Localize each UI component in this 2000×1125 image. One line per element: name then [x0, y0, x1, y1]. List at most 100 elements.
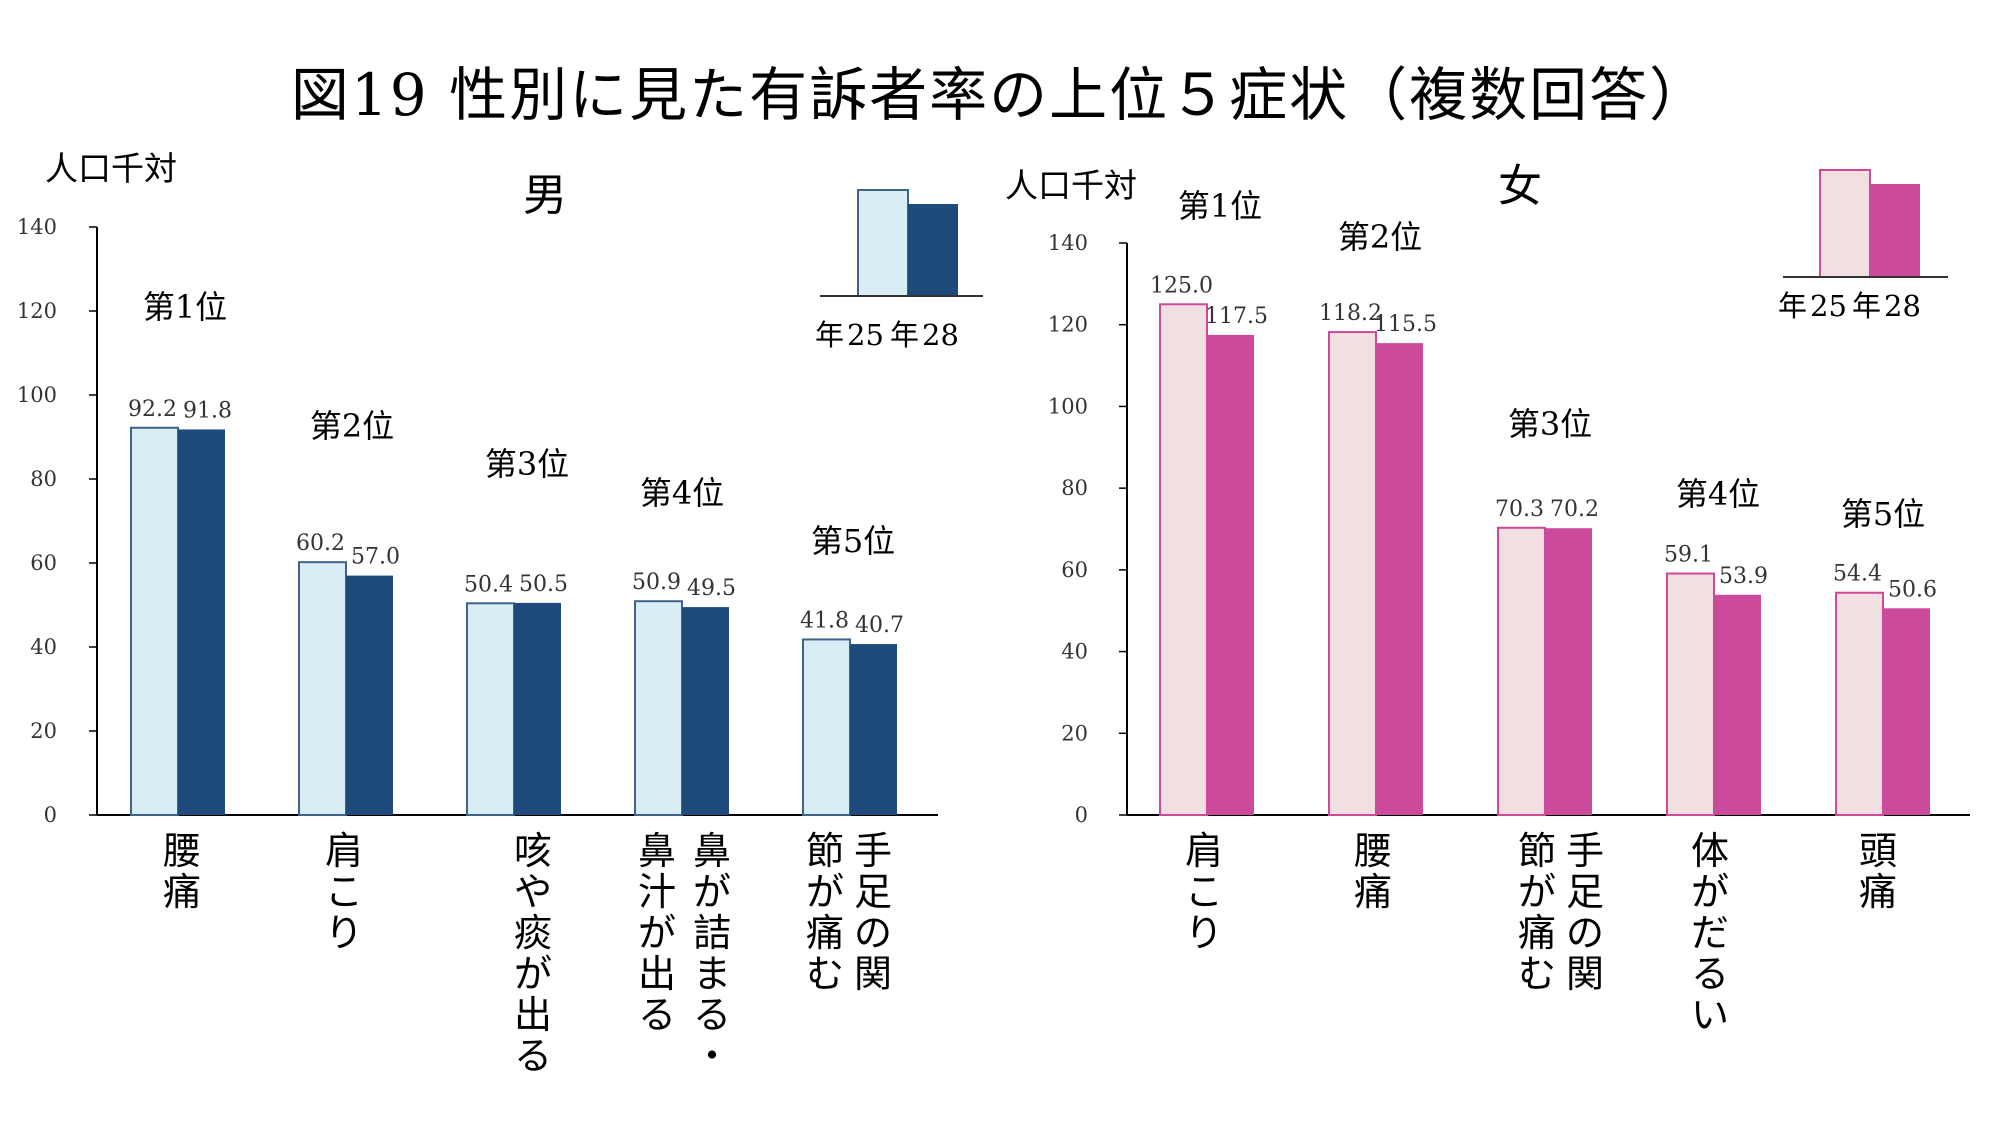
- male-value-label: 57.0: [351, 545, 400, 570]
- female-y-tick-label: 40: [1061, 640, 1088, 664]
- female-rank-label: 第5位: [1841, 495, 1925, 533]
- female-category-char: 足: [1566, 870, 1604, 914]
- male-category-char: 肩: [325, 829, 363, 873]
- female-y-tick-label: 0: [1075, 803, 1088, 827]
- male-category-char: る: [693, 993, 731, 1037]
- female-category-char: が: [1691, 870, 1729, 914]
- male-category-char: が: [638, 911, 676, 955]
- male-bar-2016: [850, 644, 897, 815]
- male-category-char: 咳: [514, 829, 552, 873]
- male-category-char: が: [514, 952, 552, 996]
- male-value-label: 50.9: [632, 570, 681, 595]
- female-category-char: 体: [1691, 829, 1729, 873]
- female-y-tick-label: 20: [1061, 721, 1088, 745]
- female-bar-2016: [1714, 594, 1761, 815]
- female-bar-2016: [1207, 334, 1254, 815]
- male-y-axis-unit: 人口千対: [45, 149, 177, 188]
- male-rank-label: 第1位: [143, 288, 227, 326]
- male-value-label: 91.8: [183, 398, 232, 423]
- male-bar-2016: [346, 575, 393, 815]
- female-bar-2013: [1328, 331, 1377, 816]
- female-y-axis-unit: 人口千対: [1005, 166, 1137, 205]
- female-value-label: 125.0: [1150, 273, 1213, 298]
- male-category-char: む: [806, 952, 844, 996]
- female-rank-label: 第2位: [1338, 218, 1422, 256]
- male-category-char: 痛: [806, 911, 844, 955]
- female-bar-2013: [1666, 572, 1715, 817]
- female-y-tick-label: 80: [1061, 476, 1088, 500]
- male-category-char: 足: [854, 870, 892, 914]
- female-value-label: 70.3: [1495, 497, 1544, 522]
- male-category-char: 関: [854, 952, 892, 996]
- female-category-char: い: [1691, 993, 1729, 1037]
- male-category-char: ・: [693, 1034, 731, 1078]
- male-value-label: 40.7: [855, 613, 904, 638]
- male-category-char: が: [693, 870, 731, 914]
- male-category-char: や: [514, 870, 552, 914]
- female-y-tick-label: 100: [1048, 394, 1088, 418]
- female-bar-2013: [1835, 591, 1884, 816]
- female-rank-label: 第4位: [1676, 475, 1760, 513]
- male-y-tick-label: 40: [30, 635, 57, 659]
- female-bar-2016: [1545, 528, 1592, 815]
- female-value-label: 53.9: [1719, 564, 1768, 589]
- female-value-label: 70.2: [1550, 497, 1599, 522]
- female-value-label: 117.5: [1205, 304, 1268, 329]
- figure-title: 図19 性別に見た有訴者率の上位５症状（複数回答）: [290, 61, 1710, 129]
- male-y-tick-label: 0: [44, 803, 57, 827]
- female-value-label: 59.1: [1664, 543, 1713, 568]
- male-category-char: 手: [854, 829, 892, 873]
- male-legend-text: 年: [815, 318, 844, 352]
- female-category-char: 関: [1566, 952, 1604, 996]
- female-category-char: 節: [1518, 829, 1556, 873]
- female-category-char: 痛: [1859, 870, 1897, 914]
- male-y-tick-label: 80: [30, 467, 57, 491]
- male-category-char: 痛: [163, 870, 201, 914]
- male-y-tick-label: 60: [30, 551, 57, 575]
- female-category-char: 肩: [1185, 829, 1223, 873]
- male-panel-title: 男: [523, 170, 567, 221]
- male-rank-label: 第3位: [485, 445, 569, 483]
- female-bar-2013: [1159, 303, 1208, 816]
- female-legend-text: 28: [1884, 289, 1921, 323]
- male-category-char: ま: [693, 952, 731, 996]
- male-y-tick-label: 120: [17, 299, 57, 323]
- male-bar-2013: [466, 602, 515, 816]
- male-category-char: 痰: [514, 911, 552, 955]
- female-bar-2016: [1376, 343, 1423, 815]
- male-legend-text: 25: [847, 318, 884, 352]
- female-rank-label: 第3位: [1508, 405, 1592, 443]
- female-panel-title: 女: [1498, 161, 1542, 212]
- female-bar-2013: [1497, 526, 1546, 816]
- male-category-char: 節: [806, 829, 844, 873]
- female-y-tick-label: 120: [1048, 313, 1088, 337]
- male-category-char: 鼻: [693, 829, 731, 873]
- female-category-char: り: [1185, 911, 1223, 955]
- female-category-char: る: [1691, 952, 1729, 996]
- male-category-char: る: [638, 993, 676, 1037]
- female-category-char: 頭: [1859, 829, 1897, 873]
- male-rank-label: 第5位: [811, 522, 895, 560]
- male-category-char: 出: [638, 952, 676, 996]
- male-y-tick-label: 100: [17, 383, 57, 407]
- male-legend-text: 年: [890, 318, 919, 352]
- female-legend-text: 年: [1778, 289, 1807, 323]
- male-y-tick-label: 20: [30, 719, 57, 743]
- male-legend-swatch-2013: [857, 189, 909, 297]
- female-category-char: む: [1518, 952, 1556, 996]
- male-bar-2013: [802, 638, 851, 816]
- male-category-char: 汁: [638, 870, 676, 914]
- male-category-char: の: [854, 911, 892, 955]
- male-category-char: こ: [325, 870, 363, 914]
- male-category-char: が: [806, 870, 844, 914]
- female-category-char: 腰: [1354, 829, 1392, 873]
- male-legend-swatch-2016: [908, 204, 958, 296]
- male-value-label: 49.5: [687, 576, 736, 601]
- male-bar-2016: [178, 429, 225, 815]
- female-category-char: の: [1566, 911, 1604, 955]
- female-value-label: 50.6: [1888, 577, 1937, 602]
- female-category-char: が: [1518, 870, 1556, 914]
- female-y-tick-label: 140: [1048, 231, 1088, 255]
- female-legend-text: 年: [1852, 289, 1881, 323]
